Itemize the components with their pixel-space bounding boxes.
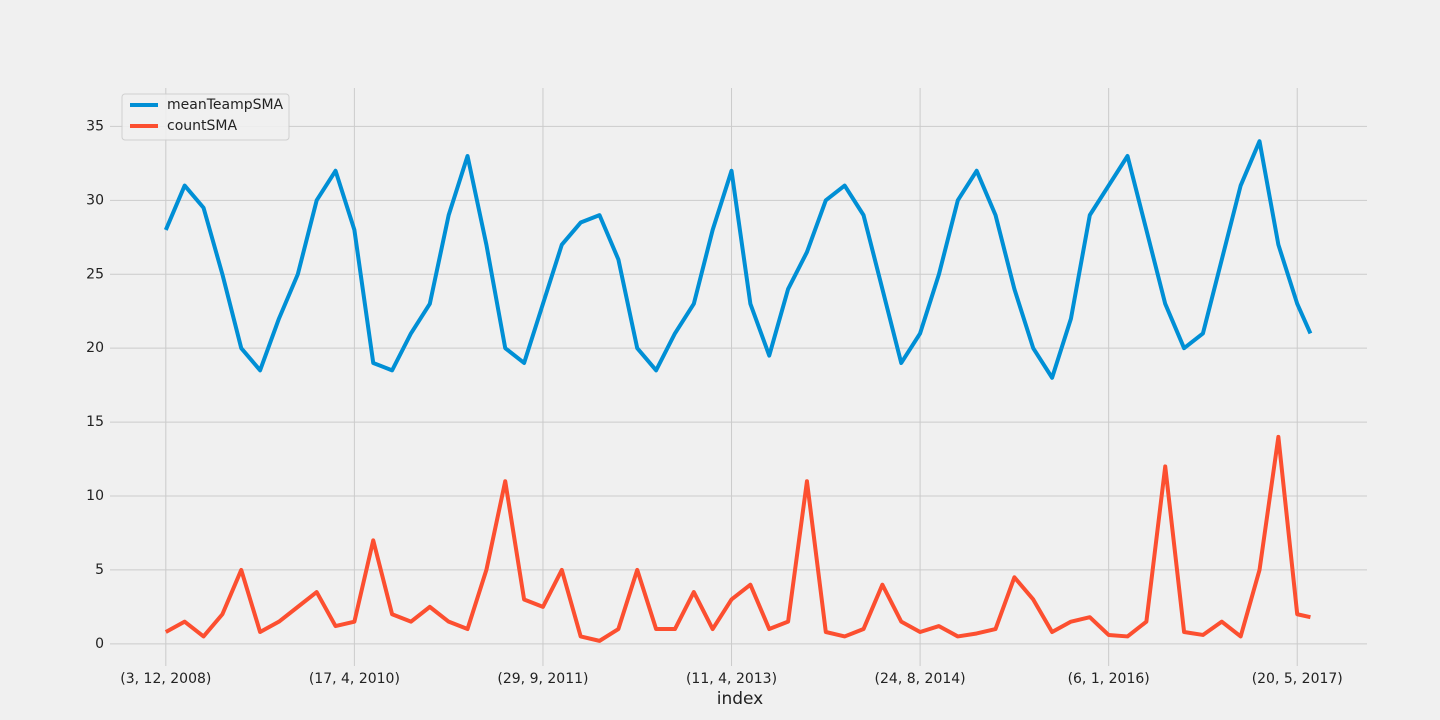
legend-label: countSMA <box>167 118 237 134</box>
x-tick-label: (29, 9, 2011) <box>497 671 588 687</box>
line-series <box>163 139 1313 380</box>
x-tick-label: (11, 4, 2013) <box>686 671 777 687</box>
line-series <box>164 434 1311 643</box>
y-tick-label: 25 <box>86 266 104 282</box>
y-tick-label: 10 <box>86 488 104 504</box>
legend-label: meanTeampSMA <box>167 97 284 113</box>
x-tick-label: (17, 4, 2010) <box>309 671 400 687</box>
x-tick-label: (20, 5, 2017) <box>1252 671 1343 687</box>
y-tick-label: 5 <box>95 562 104 578</box>
x-axis-label: index <box>717 689 764 709</box>
legend-box <box>121 93 290 141</box>
y-tick-label: 20 <box>86 340 104 356</box>
x-tick-label: (6, 1, 2016) <box>1068 671 1150 687</box>
y-tick-label: 0 <box>95 636 104 652</box>
x-tick-label: (3, 12, 2008) <box>120 671 211 687</box>
x-tick-label: (24, 8, 2014) <box>875 671 966 687</box>
y-tick-label: 15 <box>86 414 104 430</box>
y-tick-label: 35 <box>86 118 104 134</box>
y-tick-label: 30 <box>86 192 104 208</box>
